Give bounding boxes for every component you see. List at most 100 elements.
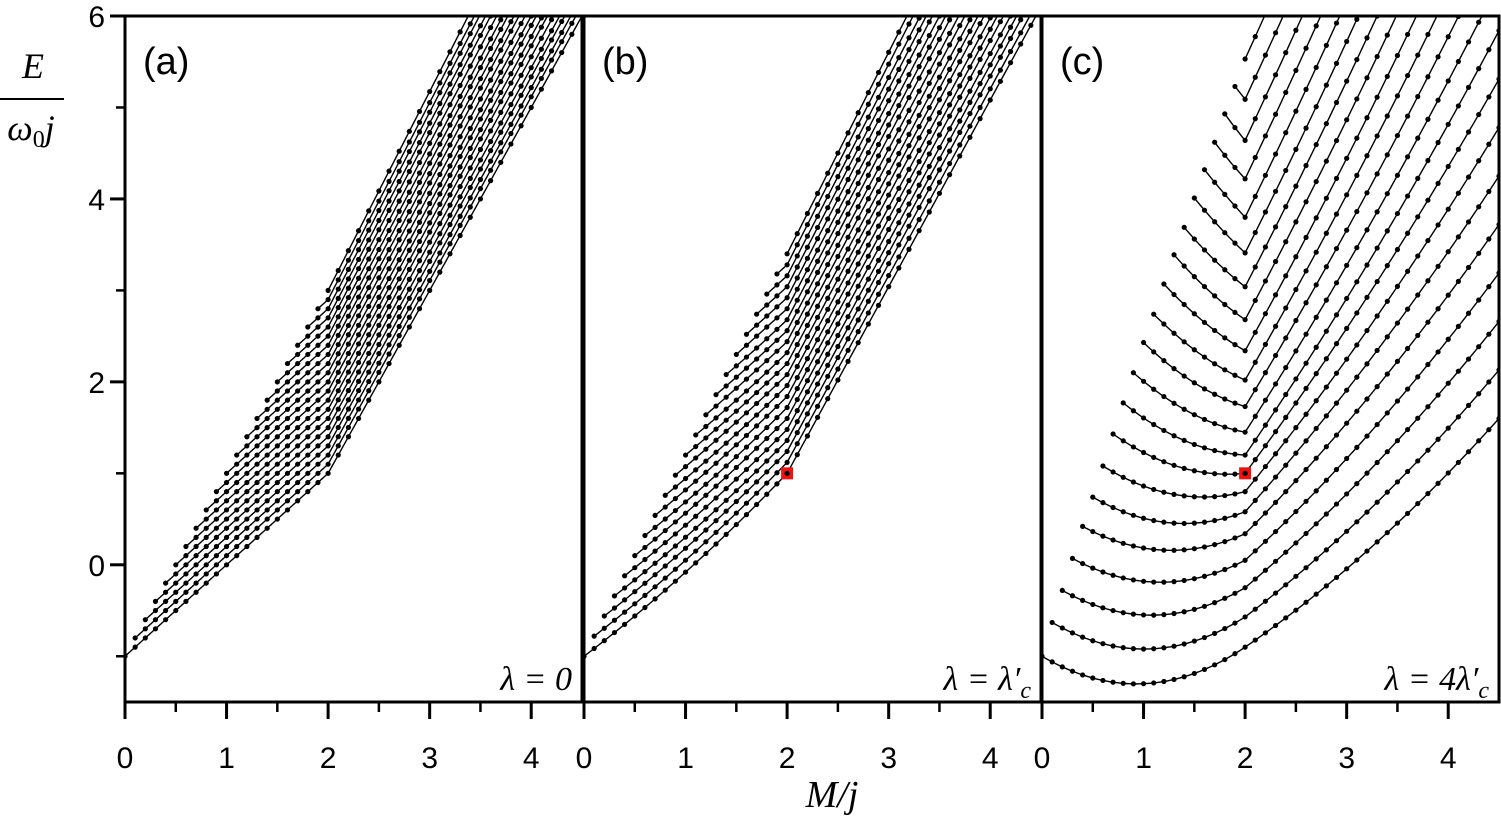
data-point: [427, 130, 433, 136]
data-point: [1415, 374, 1421, 380]
data-point: [477, 85, 484, 91]
data-point: [366, 285, 372, 291]
data-point: [427, 171, 433, 177]
data-point: [406, 228, 412, 234]
data-point: [1476, 19, 1482, 25]
data-point: [376, 351, 382, 357]
data-point: [855, 295, 861, 301]
series-18: [764, 16, 922, 297]
data-point: [713, 403, 719, 409]
data-point: [1212, 494, 1218, 500]
data-point: [315, 333, 321, 339]
data-point: [447, 133, 453, 139]
data-point: [457, 134, 463, 140]
data-point: [284, 452, 291, 458]
data-point: [477, 157, 484, 163]
data-point: [794, 297, 800, 303]
data-point: [1293, 286, 1299, 293]
data-point: [886, 61, 892, 67]
data-point: [652, 572, 658, 578]
data-point: [713, 449, 719, 455]
data-point: [855, 261, 861, 267]
data-point: [835, 310, 841, 316]
data-point: [1191, 412, 1197, 418]
data-point: [1333, 400, 1340, 406]
data-point: [1201, 666, 1208, 673]
data-point: [1374, 459, 1380, 466]
data-point: [355, 387, 362, 394]
data-point: [467, 52, 473, 58]
data-point: [406, 314, 412, 320]
data-point: [622, 597, 628, 603]
data-point: [1201, 167, 1208, 173]
data-point: [764, 391, 770, 397]
data-point: [814, 303, 821, 309]
data-point: [396, 295, 402, 301]
data-point: [1252, 548, 1258, 554]
data-point: [254, 507, 260, 513]
data-point: [784, 382, 790, 389]
data-point: [723, 406, 729, 412]
data-point: [814, 370, 821, 376]
data-point: [723, 394, 729, 400]
data-point: [284, 507, 291, 513]
data-point: [1435, 436, 1441, 442]
y-tick-label: 4: [88, 184, 105, 217]
data-point: [794, 253, 800, 259]
data-point: [528, 43, 534, 49]
data-point: [406, 159, 412, 165]
data-point: [457, 93, 463, 100]
data-point: [315, 324, 321, 330]
data-point: [713, 437, 719, 443]
data-point: [234, 534, 240, 540]
data-point: [477, 116, 484, 122]
data-point: [804, 400, 811, 406]
series-line: [1214, 16, 1322, 181]
data-point: [1120, 509, 1126, 515]
data-point: [703, 458, 709, 464]
data-point: [825, 205, 831, 211]
data-point: [386, 294, 392, 301]
data-point: [325, 296, 331, 303]
data-point: [386, 351, 392, 357]
data-point: [693, 443, 699, 450]
data-point: [1201, 603, 1208, 609]
data-point: [386, 198, 392, 204]
data-point: [437, 231, 443, 237]
data-point: [457, 213, 463, 219]
data-point: [335, 295, 341, 301]
data-point: [977, 21, 983, 27]
data-point: [1242, 557, 1248, 563]
data-point: [244, 434, 250, 440]
data-point: [1425, 361, 1431, 368]
data-point: [366, 369, 372, 375]
data-point: [1242, 585, 1248, 591]
data-point: [652, 536, 658, 542]
data-point: [1283, 335, 1289, 341]
data-point: [835, 219, 841, 225]
data-point: [1242, 348, 1248, 354]
data-point: [355, 406, 362, 412]
data-point: [355, 237, 362, 244]
data-point: [427, 160, 433, 166]
data-point: [591, 633, 597, 639]
data-point: [794, 330, 800, 336]
data-point: [325, 379, 331, 385]
data-point: [1252, 457, 1258, 463]
data-point: [416, 190, 423, 196]
data-point: [1120, 610, 1126, 616]
data-point: [743, 466, 750, 473]
data-point: [427, 249, 433, 255]
data-point: [784, 437, 790, 444]
data-point: [1201, 519, 1208, 525]
data-point: [548, 57, 555, 63]
data-point: [488, 24, 494, 31]
data-point: [855, 110, 861, 116]
data-point: [784, 371, 790, 378]
data-point: [1465, 310, 1472, 316]
panel-label: (b): [602, 41, 648, 83]
data-point: [886, 169, 892, 176]
data-point: [896, 66, 902, 72]
data-point: [1303, 565, 1309, 571]
data-point: [865, 126, 871, 132]
